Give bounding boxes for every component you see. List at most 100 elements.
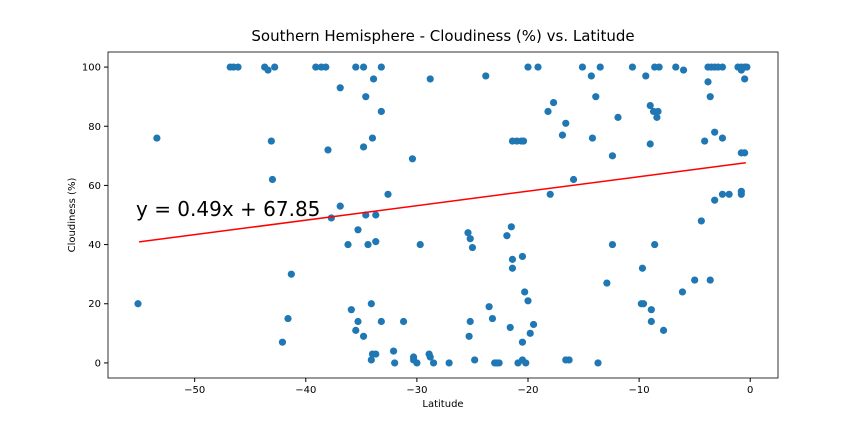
point [485,303,493,311]
x-tick-label: −40 [295,385,316,396]
point [413,359,421,367]
point [429,359,438,367]
point [234,63,242,71]
point [737,190,745,198]
point [426,353,434,361]
point [268,175,277,184]
point [352,326,360,334]
point [653,113,661,121]
point [718,190,727,198]
point [741,149,749,157]
point [384,190,392,198]
point [562,119,570,127]
point [367,356,375,364]
point [638,264,647,272]
point [679,66,688,74]
point [354,226,362,234]
point [639,300,648,308]
point [743,63,751,71]
y-tick-label: 60 [88,181,101,192]
point [368,134,377,142]
point [284,314,292,323]
x-tick-label: −10 [629,385,650,396]
point [737,66,745,74]
point [578,63,587,71]
point [691,276,699,284]
point [711,128,719,136]
point [711,196,719,204]
x-tick-label: −20 [517,385,538,396]
point [426,75,434,83]
point [704,78,712,86]
point [526,329,534,337]
point [503,232,511,240]
point [377,317,385,326]
y-tick-label: 100 [82,63,101,74]
point [377,107,385,116]
point [741,75,749,83]
point [416,240,424,249]
point [391,359,399,367]
point [336,84,344,92]
point [359,143,368,151]
point [718,63,727,71]
x-tick-label: −30 [406,385,427,396]
point [372,350,380,358]
point [508,255,517,263]
point [322,63,330,71]
x-tick-label: −50 [184,385,205,396]
point [706,93,714,101]
point [327,214,335,222]
point [642,72,650,80]
point [264,66,272,74]
point [364,240,372,249]
point [524,297,532,305]
y-tick-label: 20 [88,299,101,310]
y-tick-label: 80 [88,122,101,133]
point [651,240,659,249]
point [468,243,477,252]
point [646,140,654,148]
point [495,359,503,367]
point [672,63,680,71]
point [608,240,617,249]
point [521,288,529,296]
point [569,175,578,184]
point [529,320,538,329]
point [647,306,655,314]
point [519,137,528,145]
point [466,235,474,243]
point [267,137,275,145]
point [359,63,368,71]
point [287,270,295,278]
y-tick-label: 40 [88,240,101,251]
point [372,238,380,246]
point [344,240,352,249]
point [646,101,654,110]
point [336,202,344,210]
point [372,211,380,219]
point [507,223,515,231]
point [347,306,355,314]
point [465,332,473,340]
point [518,338,527,346]
point [464,229,472,237]
point [271,63,279,71]
point [725,190,733,198]
point [678,288,687,296]
point [544,107,552,116]
point [608,152,617,160]
point [312,63,320,71]
point [352,63,360,71]
point [362,93,370,101]
point [647,317,655,326]
point [588,134,597,142]
point [565,356,573,364]
point [153,134,161,142]
point [546,190,554,198]
point [603,279,611,287]
point [466,317,474,326]
point [488,314,497,323]
point [628,63,637,71]
